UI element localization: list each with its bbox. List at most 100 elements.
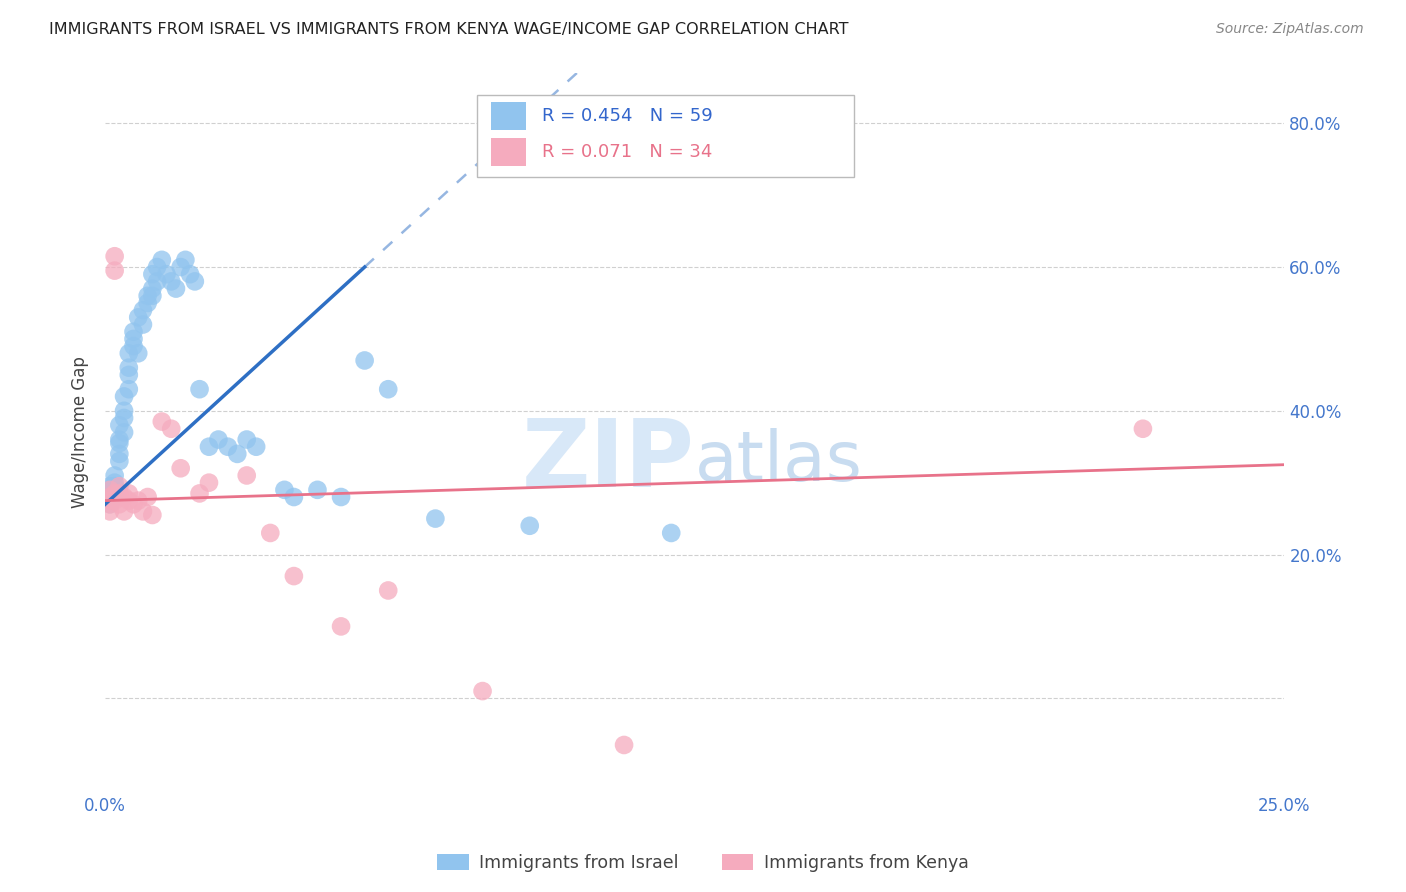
Point xyxy=(136,289,159,303)
Point xyxy=(136,296,159,310)
Point xyxy=(112,490,135,504)
Point xyxy=(217,440,239,454)
Point xyxy=(150,415,173,429)
Point xyxy=(160,274,183,288)
Point xyxy=(273,483,295,497)
Point xyxy=(104,493,127,508)
Point xyxy=(659,525,682,540)
Point xyxy=(141,289,163,303)
Text: R = 0.071   N = 34: R = 0.071 N = 34 xyxy=(541,143,711,161)
Point xyxy=(141,267,163,281)
Point xyxy=(108,497,131,511)
Point xyxy=(198,440,221,454)
Text: Source: ZipAtlas.com: Source: ZipAtlas.com xyxy=(1216,22,1364,37)
Point xyxy=(207,433,229,447)
Y-axis label: Wage/Income Gap: Wage/Income Gap xyxy=(72,357,89,508)
Point xyxy=(165,282,187,296)
Point xyxy=(112,504,135,518)
Point xyxy=(98,483,121,497)
Point xyxy=(127,493,149,508)
Point xyxy=(104,486,127,500)
Point xyxy=(146,274,169,288)
Point xyxy=(122,332,145,346)
Point xyxy=(132,504,155,518)
Point xyxy=(104,263,127,277)
Point xyxy=(377,382,399,396)
Point xyxy=(141,282,163,296)
Point xyxy=(170,461,193,475)
Point xyxy=(122,339,145,353)
Point xyxy=(245,440,267,454)
Point xyxy=(112,404,135,418)
Point xyxy=(425,511,447,525)
FancyBboxPatch shape xyxy=(477,95,853,178)
Point xyxy=(179,267,201,281)
Point xyxy=(226,447,249,461)
Point xyxy=(104,468,127,483)
Point xyxy=(127,346,149,360)
Point xyxy=(188,486,211,500)
Point xyxy=(283,569,305,583)
Point xyxy=(330,619,353,633)
Point xyxy=(1132,422,1154,436)
Text: atlas: atlas xyxy=(695,427,863,494)
Point xyxy=(353,353,375,368)
Point xyxy=(104,475,127,490)
Point xyxy=(160,422,183,436)
Point xyxy=(519,518,541,533)
Point xyxy=(118,368,141,382)
Point xyxy=(112,411,135,425)
Point xyxy=(118,486,141,500)
Point xyxy=(112,425,135,440)
Point xyxy=(118,360,141,375)
Point xyxy=(146,260,169,274)
Point xyxy=(141,508,163,522)
Point xyxy=(108,436,131,450)
Point xyxy=(108,433,131,447)
Point xyxy=(108,418,131,433)
Point xyxy=(235,468,257,483)
Point xyxy=(471,684,494,698)
Point xyxy=(118,493,141,508)
Point xyxy=(613,738,636,752)
Point xyxy=(170,260,193,274)
Point xyxy=(104,479,127,493)
Point xyxy=(132,303,155,318)
Point xyxy=(155,267,177,281)
Point xyxy=(98,497,121,511)
Text: IMMIGRANTS FROM ISRAEL VS IMMIGRANTS FROM KENYA WAGE/INCOME GAP CORRELATION CHAR: IMMIGRANTS FROM ISRAEL VS IMMIGRANTS FRO… xyxy=(49,22,849,37)
Point xyxy=(98,490,121,504)
Legend: Immigrants from Israel, Immigrants from Kenya: Immigrants from Israel, Immigrants from … xyxy=(430,847,976,879)
Point xyxy=(174,252,197,267)
Point xyxy=(118,382,141,396)
Point xyxy=(108,447,131,461)
Point xyxy=(98,493,121,508)
Point xyxy=(283,490,305,504)
Point xyxy=(122,325,145,339)
Point xyxy=(98,479,121,493)
Point xyxy=(330,490,353,504)
Point xyxy=(259,525,281,540)
FancyBboxPatch shape xyxy=(491,137,526,167)
Point xyxy=(112,389,135,403)
Point xyxy=(98,504,121,518)
Text: ZIP: ZIP xyxy=(522,415,695,507)
Point xyxy=(98,483,121,497)
Point xyxy=(132,318,155,332)
Text: R = 0.454   N = 59: R = 0.454 N = 59 xyxy=(541,107,713,125)
Point xyxy=(307,483,329,497)
Point xyxy=(122,497,145,511)
Point xyxy=(150,252,173,267)
Point xyxy=(104,486,127,500)
Point xyxy=(184,274,207,288)
Point xyxy=(98,486,121,500)
Point xyxy=(235,433,257,447)
Point xyxy=(108,486,131,500)
Point xyxy=(127,310,149,325)
Point xyxy=(198,475,221,490)
Point xyxy=(108,479,131,493)
Point xyxy=(188,382,211,396)
Point xyxy=(377,583,399,598)
Point xyxy=(136,490,159,504)
Point xyxy=(108,454,131,468)
